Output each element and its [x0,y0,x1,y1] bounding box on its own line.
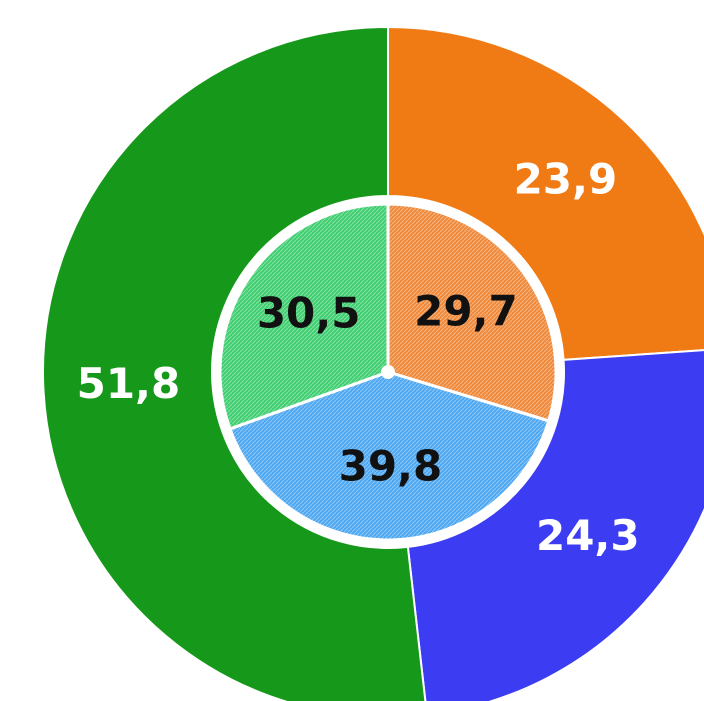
data-label: 23,9 [514,154,618,203]
data-label: 30,5 [257,289,361,338]
slice [387,25,704,361]
slice-texture [388,204,556,421]
slice-texture [229,372,549,541]
slice [42,25,427,701]
center-dot [381,365,395,379]
slice [406,349,704,701]
data-label: 29,7 [414,287,518,336]
data-label: 24,3 [536,511,640,560]
slice-texture [219,204,388,429]
plot-area: 23,9 24,3 51,8 29,7 39,8 30,5 [42,25,704,701]
data-label: 39,8 [339,441,443,490]
data-label: 51,8 [77,359,181,408]
